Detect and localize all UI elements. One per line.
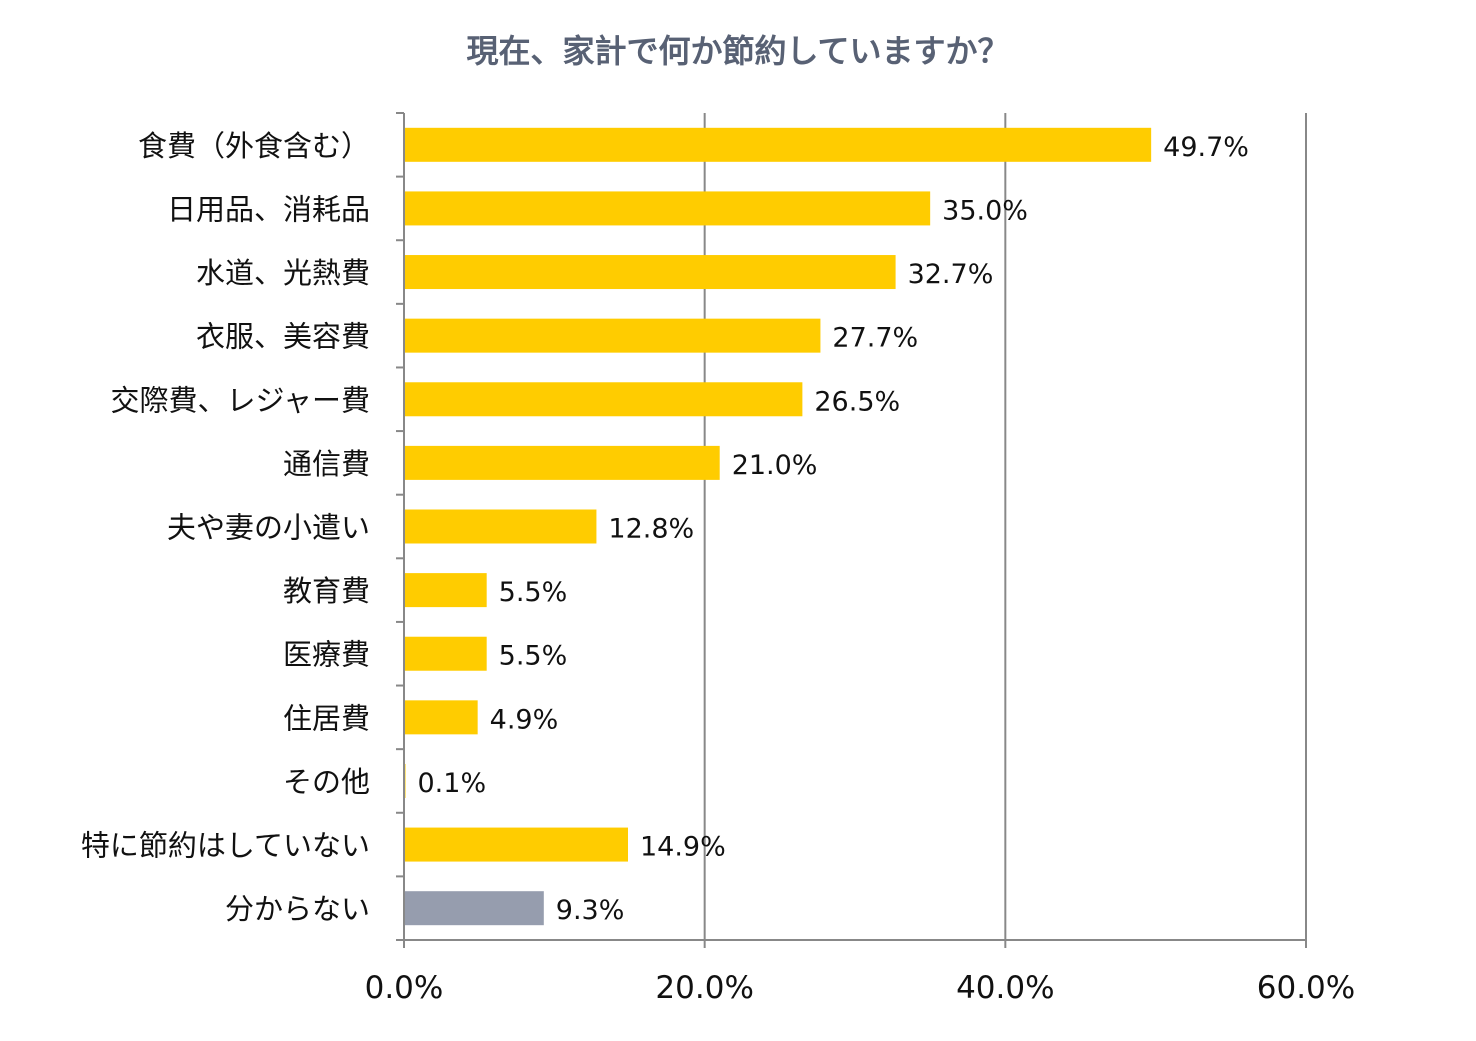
data-label: 12.8% <box>608 514 694 545</box>
data-label: 0.1% <box>418 768 487 799</box>
x-tick-label: 0.0% <box>365 970 444 1006</box>
data-label: 5.5% <box>499 641 568 672</box>
category-label: 交際費、レジャー費 <box>110 383 370 417</box>
bar <box>404 636 487 671</box>
category-label: 通信費 <box>283 447 370 481</box>
bar <box>404 891 544 926</box>
x-tick-label: 60.0% <box>1257 970 1355 1006</box>
x-tick-label: 20.0% <box>655 970 753 1006</box>
category-label: 分からない <box>225 892 370 926</box>
data-label: 26.5% <box>814 386 900 417</box>
data-label: 32.7% <box>908 259 994 290</box>
category-label: その他 <box>283 765 370 799</box>
data-label: 49.7% <box>1163 132 1249 163</box>
category-label: 夫や妻の小遣い <box>167 511 370 545</box>
bar <box>404 382 803 417</box>
category-label: 医療費 <box>283 638 370 672</box>
category-label: 日用品、消耗品 <box>167 192 370 226</box>
bar <box>404 445 720 480</box>
category-label: 住居費 <box>283 701 370 735</box>
bar <box>404 700 478 735</box>
chart-title: 現在、家計で何か節約していますか？ <box>466 32 1010 70</box>
data-label: 9.3% <box>556 895 625 926</box>
bar <box>404 191 931 226</box>
bar <box>404 318 821 353</box>
bar <box>404 827 628 862</box>
x-tick-label: 40.0% <box>956 970 1054 1006</box>
bar <box>404 573 487 608</box>
bar <box>404 509 597 544</box>
bar <box>404 127 1152 162</box>
data-label: 27.7% <box>832 323 918 354</box>
data-label: 14.9% <box>640 832 726 863</box>
data-label: 21.0% <box>732 450 818 481</box>
category-label: 衣服、美容費 <box>196 320 370 354</box>
bar <box>404 255 896 290</box>
category-label: 食費（外食含む） <box>138 129 370 163</box>
category-label: 水道、光熱費 <box>196 256 370 290</box>
category-label: 教育費 <box>283 574 370 608</box>
category-label: 特に節約はしていない <box>81 829 370 863</box>
data-label: 5.5% <box>499 577 568 608</box>
data-label: 4.9% <box>490 704 559 735</box>
data-label: 35.0% <box>942 195 1028 226</box>
